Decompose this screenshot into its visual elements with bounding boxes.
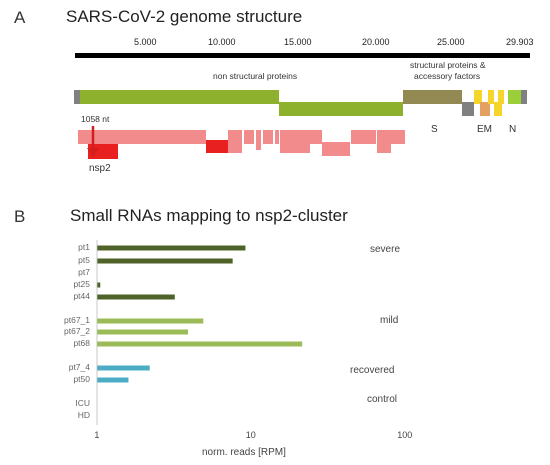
structural-label-line2: accessory factors [414,71,481,81]
bar-pt50 [97,377,129,383]
e-segment [474,90,482,104]
bar-pt7_4 [97,365,150,371]
bar-pt68 [97,341,303,347]
category-label: pt67_2 [64,326,90,336]
n-label: N [509,124,517,135]
em-label: EM [477,124,492,135]
srna-cluster [310,130,322,144]
genome-tick: 10.000 [208,37,236,47]
utr-3-segment [521,90,527,104]
orf1b-segment [279,102,403,116]
bar-pt67_1 [97,318,204,324]
srna-cluster [275,130,279,144]
srna-cluster [322,142,350,156]
genome-tick: 29.903 [506,37,534,47]
category-label: ICU [75,398,90,408]
category-label: pt7_4 [68,362,90,372]
category-label: pt68 [73,338,90,348]
orf7-segment [494,102,502,116]
x-tick-label: 10 [245,430,256,440]
non-structural-label: non structural proteins [213,71,298,81]
n-segment [508,90,521,104]
utr-5-segment [74,90,80,104]
srna-cluster [244,130,254,144]
group-label-recovered: recovered [350,365,395,376]
panel-b-title: Small RNAs mapping to nsp2-cluster [70,206,348,225]
srna-cluster [78,130,206,144]
category-label: HD [77,410,90,420]
category-label: pt1 [78,242,90,252]
group-label-severe: severe [370,244,401,255]
srna-cluster [228,130,242,153]
panel-a-letter: A [14,8,26,27]
srna-cluster [263,130,273,144]
x-tick-label: 100 [397,430,413,440]
category-label: pt5 [78,255,90,265]
panel-a-title: SARS-CoV-2 genome structure [66,7,303,26]
bar-pt67_2 [97,329,189,335]
orf6-segment [488,90,494,104]
panel-b-letter: B [14,207,26,226]
arrow-head [87,148,99,157]
category-label: pt67_1 [64,315,90,325]
genome-tick: 20.000 [362,37,390,47]
structural-label-line1: structural proteins & [410,60,486,70]
genome-tick: 15.000 [284,37,312,47]
genome-tick: 25.000 [437,37,465,47]
category-label: pt50 [73,374,90,384]
orf3-segment [462,102,474,116]
nsp2-label: nsp2 [89,163,111,174]
bar-pt5 [97,258,233,264]
m-segment [480,102,490,116]
bar-pt1 [97,245,246,251]
bar-pt44 [97,294,175,300]
s-segment [403,90,462,104]
genome-bar [75,53,530,58]
genome-tick: 5.000 [134,37,157,47]
group-label-mild: mild [380,315,399,326]
x-axis-label: norm. reads [RPM] [202,447,286,458]
category-label: pt25 [73,279,90,289]
x-tick-label: 1 [94,430,100,440]
srna-cluster [256,130,261,150]
srna-cluster [280,130,310,153]
bar-pt25 [97,282,101,288]
group-label-control: control [367,394,398,405]
category-label: pt44 [73,291,90,301]
nt-position-label: 1058 nt [81,114,110,124]
srna-cluster [391,130,405,144]
s-label: S [431,124,438,135]
highlight-cluster [206,140,228,153]
srna-cluster [351,130,376,144]
orf8-segment [498,90,504,104]
nsp2-cluster [88,144,118,159]
orf1a-segment [80,90,279,104]
srna-cluster [377,130,391,153]
category-label: pt7 [78,267,90,277]
